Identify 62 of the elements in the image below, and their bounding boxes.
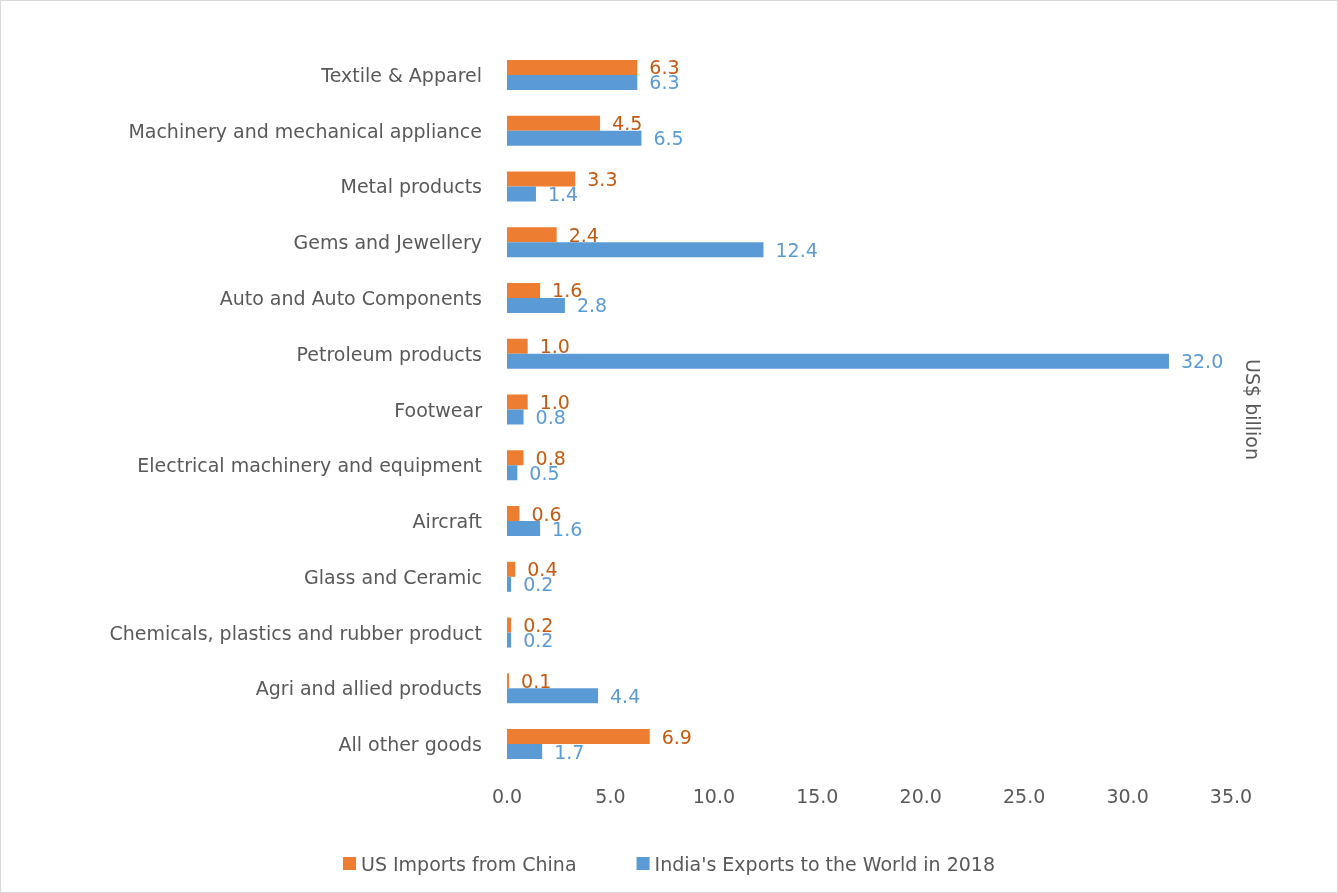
y-tick-label: Machinery and mechanical appliance (128, 119, 482, 142)
bar (507, 186, 536, 202)
data-label: 3.3 (587, 167, 618, 190)
bar (507, 338, 528, 354)
bar (507, 561, 516, 577)
bar (507, 115, 601, 131)
bar (507, 506, 520, 522)
x-tick-label: 30.0 (1106, 784, 1149, 807)
bar (507, 521, 541, 537)
x-tick-label: 0.0 (491, 784, 523, 807)
y-tick-label: Chemicals, plastics and rubber product (109, 621, 482, 644)
bar (507, 282, 541, 298)
y-tick-label: Footwear (394, 398, 483, 421)
y-tick-label: Electrical machinery and equipment (137, 454, 482, 477)
bar (507, 227, 557, 243)
data-label: 1.0 (539, 335, 570, 358)
y-tick-label: All other goods (338, 733, 482, 756)
bar (507, 632, 512, 648)
bar (507, 353, 1169, 369)
data-label: 12.4 (775, 238, 818, 261)
bar (507, 171, 576, 187)
bar (507, 744, 543, 760)
bar (507, 409, 524, 425)
legend-label: India's Exports to the World in 2018 (654, 852, 995, 875)
bar (507, 688, 599, 704)
bar (507, 729, 650, 745)
bar (507, 74, 638, 90)
data-label: 6.5 (653, 127, 684, 150)
bar (507, 673, 510, 689)
y-tick-label: Aircraft (412, 510, 482, 533)
x-tick-label: 5.0 (595, 784, 626, 807)
legend-label: US Imports from China (361, 852, 577, 875)
data-label: 2.4 (568, 223, 599, 246)
y-tick-label: Glass and Ceramic (304, 565, 482, 588)
bar (507, 576, 512, 592)
y-tick-label: Metal products (340, 175, 482, 198)
bar (507, 465, 518, 481)
bar (507, 617, 512, 633)
data-label: 1.7 (554, 740, 585, 763)
y-tick-label: Textile & Apparel (320, 63, 482, 86)
y-tick-label: Agri and allied products (255, 677, 482, 700)
x-tick-label: 35.0 (1209, 784, 1253, 807)
x-tick-label: 25.0 (1002, 784, 1046, 807)
y2-axis-title: US$ billion (1241, 359, 1264, 460)
data-label: 1.4 (547, 182, 579, 205)
data-label: 4.4 (610, 684, 641, 707)
bar (507, 59, 638, 75)
bar (507, 394, 528, 410)
bar (507, 130, 642, 146)
data-label: 6.9 (661, 725, 692, 748)
x-tick-label: 10.0 (692, 784, 736, 807)
x-tick-label: 15.0 (796, 784, 839, 807)
y-tick-label: Gems and Jewellery (293, 231, 482, 254)
bar (507, 297, 565, 313)
data-label: 4.5 (612, 112, 643, 135)
bar (507, 242, 764, 258)
x-tick-label: 20.0 (899, 784, 942, 807)
y-tick-label: Auto and Auto Components (219, 286, 482, 309)
bar (507, 450, 524, 466)
data-label: 32.0 (1180, 350, 1224, 373)
data-label: 0.1 (521, 669, 552, 692)
y-tick-label: Petroleum products (296, 342, 482, 365)
